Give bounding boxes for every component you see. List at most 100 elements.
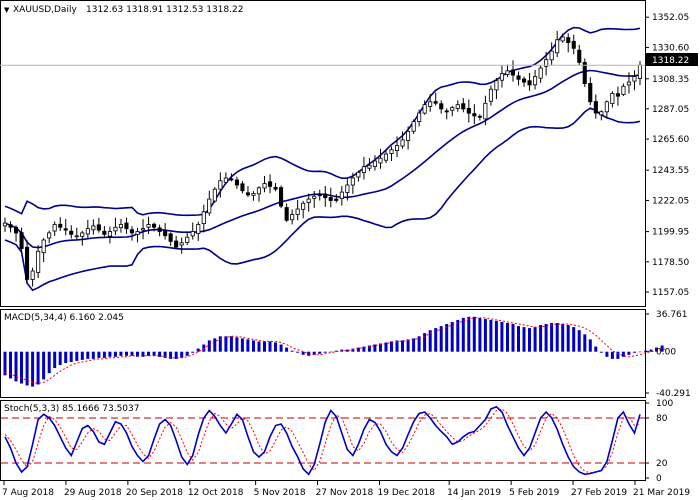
macd-bar: [655, 347, 658, 352]
candle-body: [345, 184, 350, 193]
candle-body: [604, 101, 609, 113]
candle-body: [527, 80, 532, 86]
candle-body: [273, 186, 278, 190]
candle-body: [19, 232, 24, 249]
macd-bar: [329, 351, 333, 353]
stoch-d-line: [4, 408, 641, 474]
symbol-title: XAUUSD,Daily: [13, 5, 77, 15]
macd-bar: [373, 344, 377, 352]
stoch-layer: [1, 405, 645, 476]
macd-bar: [235, 337, 239, 352]
macd-bar: [47, 351, 51, 374]
candle-body: [466, 108, 471, 114]
candle-body: [510, 69, 515, 76]
macd-bar: [163, 351, 167, 358]
macd-bar: [528, 328, 531, 352]
candle-body: [389, 149, 394, 154]
macd-bar: [20, 351, 23, 384]
bollinger-lower-band: [4, 107, 641, 292]
candle-body: [295, 208, 300, 215]
ohlc-readout: 1312.63 1318.91 1312.53 1318.22: [86, 5, 243, 15]
macd-bar: [401, 340, 404, 352]
price-title: ▼ XAUUSD,Daily 1312.63 1318.91 1312.53 1…: [4, 5, 243, 15]
macd-bar: [108, 351, 112, 357]
price-y-tick-label: 1330.60: [652, 43, 689, 53]
macd-y-tick-label: -40.291: [656, 389, 691, 399]
macd-bar: [185, 351, 189, 356]
candle-body: [196, 224, 201, 235]
price-y-tick-label: 1157.05: [652, 288, 689, 298]
candle-body: [207, 198, 212, 214]
x-tick-label: 21 Mar 2019: [633, 488, 690, 498]
candle-body: [218, 180, 223, 190]
bollinger-middle-band: [4, 69, 641, 249]
x-tick-label: 19 Dec 2018: [378, 488, 436, 498]
candle-body: [477, 115, 482, 118]
axis-layer: 1352.05 1330.60 1308.35 1287.05 1265.60 1243.…: [2, 13, 691, 498]
macd-bar: [307, 351, 311, 356]
macd-bar: [218, 336, 222, 352]
price-layer: [0, 26, 645, 292]
candle-body: [350, 177, 355, 186]
stoch-k-line: [4, 405, 641, 476]
price-y-tick-label: 1222.05: [652, 196, 689, 206]
candle-body: [223, 177, 228, 183]
macd-bar: [588, 339, 592, 352]
candle-body: [428, 101, 433, 107]
macd-bar: [583, 334, 587, 352]
macd-bar: [312, 351, 316, 355]
candle-body: [615, 93, 620, 97]
candle-body: [394, 145, 400, 151]
macd-bar: [42, 351, 46, 380]
macd-bar: [141, 351, 145, 357]
stoch-y-tick-label: 80: [656, 414, 668, 424]
macd-bar: [207, 340, 211, 352]
current-price-label-box: [646, 53, 698, 66]
candle-body: [284, 207, 289, 221]
macd-bar: [605, 351, 609, 357]
macd-bar: [196, 348, 200, 352]
candle-body: [566, 37, 571, 43]
macd-bar: [483, 318, 487, 352]
candle-body: [151, 223, 157, 228]
macd-bar: [158, 351, 162, 357]
price-y-tick-label: 1265.60: [652, 135, 689, 145]
candle-body: [234, 179, 240, 186]
candle-body: [599, 111, 604, 116]
stoch-title: Stoch(5,3,3) 85.1666 73.5037: [4, 404, 139, 414]
candle-body: [372, 160, 377, 167]
candle-body: [80, 232, 85, 237]
macd-bar: [31, 351, 35, 387]
macd-bar: [649, 349, 653, 352]
price-y-tick-label: 1308.35: [652, 75, 689, 85]
macd-bar: [119, 351, 123, 356]
candle-body: [185, 236, 190, 243]
macd-bar: [412, 338, 416, 352]
macd-bar: [263, 341, 266, 352]
macd-bar: [125, 351, 128, 356]
candle-body: [472, 113, 477, 117]
macd-bar: [362, 346, 366, 352]
macd-bar: [472, 316, 476, 352]
candle-body: [190, 231, 195, 237]
triangle-down-icon: ▼: [4, 6, 10, 14]
macd-bar: [417, 336, 421, 352]
macd-bar: [9, 351, 12, 379]
candle-body: [383, 153, 388, 161]
macd-bar: [36, 351, 40, 385]
macd-bar: [318, 351, 322, 354]
macd-bar: [191, 351, 195, 353]
candle-body: [179, 242, 184, 246]
macd-bar: [64, 351, 68, 363]
candle-body: [494, 80, 499, 91]
macd-bar: [660, 345, 664, 352]
macd-bar: [478, 317, 482, 352]
macd-bar: [80, 351, 84, 360]
macd-bar: [539, 325, 543, 352]
x-tick-label: 12 Oct 2018: [188, 488, 244, 498]
macd-bar: [456, 319, 460, 352]
candle-body: [405, 130, 411, 141]
candle-body: [290, 214, 295, 221]
candle-body: [455, 104, 460, 109]
candle-body: [461, 103, 466, 110]
